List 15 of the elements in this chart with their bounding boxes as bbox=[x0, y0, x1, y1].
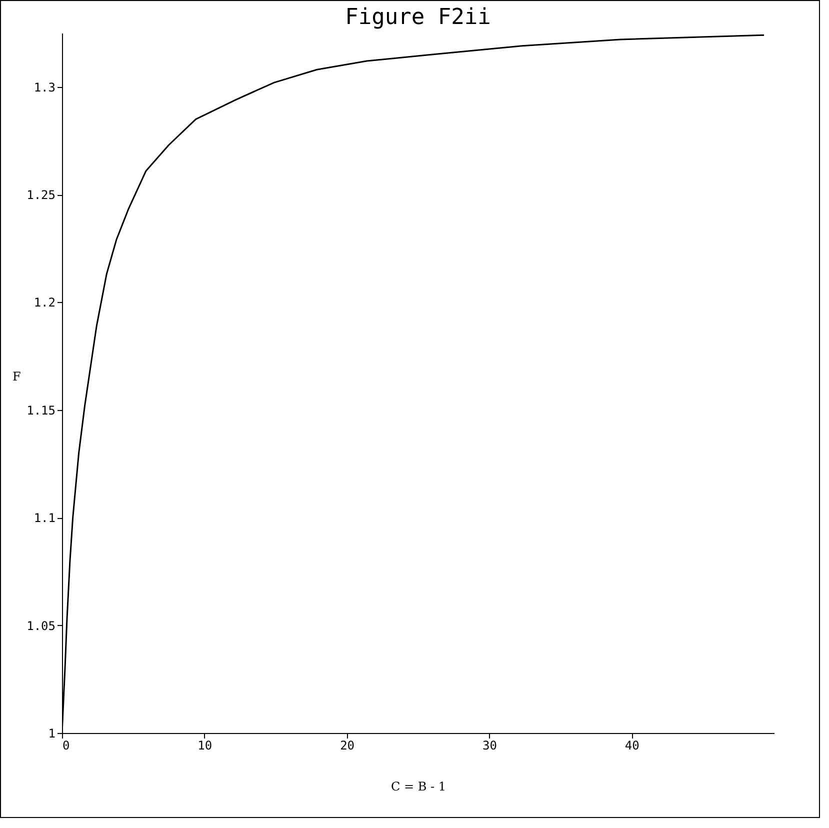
x-tick-label: 20 bbox=[340, 738, 355, 752]
x-tick-label: 0 bbox=[62, 738, 70, 752]
y-tick-label: 1.15 bbox=[26, 403, 56, 418]
x-tick-label: 40 bbox=[624, 738, 640, 752]
y-tick-label: 1 bbox=[48, 726, 56, 740]
x-axis-title: C = B - 1 bbox=[390, 780, 446, 794]
y-tick-label: 1.3 bbox=[34, 80, 56, 94]
x-tick-label: 30 bbox=[482, 738, 497, 752]
y-tick-label: 1.2 bbox=[34, 296, 56, 310]
y-tick-label: 1.25 bbox=[26, 188, 56, 202]
chart-title: Figure F2ii bbox=[345, 5, 491, 30]
x-tick-label: 10 bbox=[198, 738, 212, 752]
y-tick-label: 1.05 bbox=[26, 618, 56, 633]
y-axis-title: F bbox=[12, 370, 21, 384]
y-tick-label: 1.1 bbox=[34, 511, 56, 526]
